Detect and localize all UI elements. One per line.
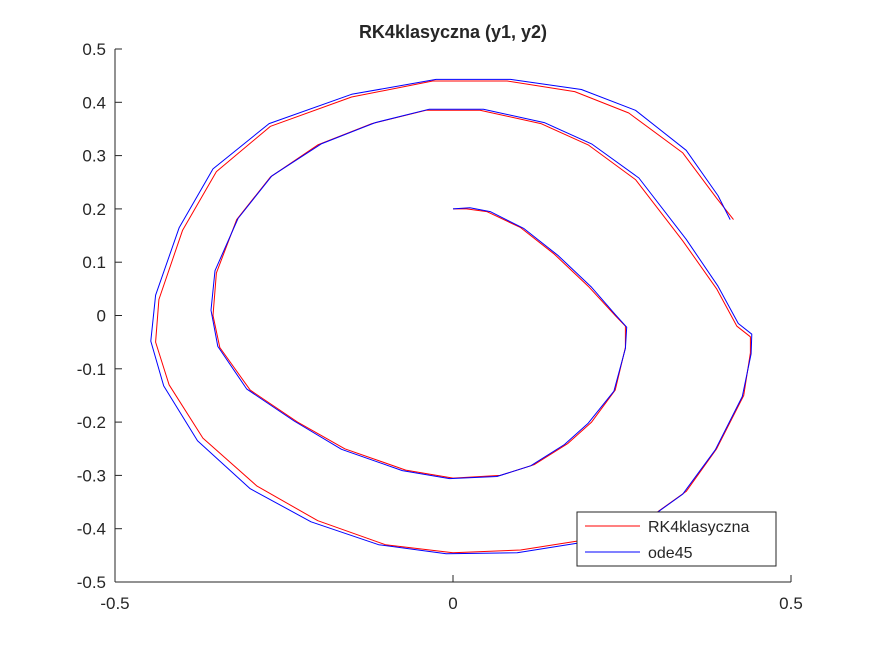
series-layer [150, 78, 753, 555]
legend: RK4klasyczna ode45 [576, 511, 777, 567]
x-tick-label: -0.5 [100, 594, 129, 613]
y-tick-label: 0.1 [82, 253, 106, 272]
y-tick-label: 0.3 [82, 147, 106, 166]
y-tick-label: 0 [97, 307, 106, 326]
y-tick-label: 0.5 [82, 40, 106, 59]
y-tick-label: -0.4 [77, 520, 106, 539]
y-tick-label: -0.1 [77, 360, 106, 379]
legend-label-ode45: ode45 [648, 545, 693, 562]
y-tick-label: -0.3 [77, 466, 106, 485]
y-tick-label: 0.4 [82, 93, 106, 112]
chart-title: RK4klasyczna (y1, y2) [359, 22, 547, 42]
y-tick-label: -0.2 [77, 413, 106, 432]
x-tick-label: 0 [448, 594, 457, 613]
x-tick-label: 0.5 [779, 594, 803, 613]
y-tick-label: 0.2 [82, 200, 106, 219]
series-line-ode45 [150, 78, 753, 555]
y-tick-label: -0.5 [77, 573, 106, 592]
legend-box [576, 511, 777, 567]
axes: -0.5 0 0.5 -0.5 -0.4 -0.3 -0.2 -0.1 0 0.1 0.2 0.3 0.… [77, 40, 803, 613]
plot-area: -0.5 0 0.5 -0.5 -0.4 -0.3 -0.2 -0.1 0 0.1 0.2 0.3 0.… [77, 40, 803, 613]
series-line-rk4klasyczna [155, 80, 751, 554]
legend-label-rk4klasyczna: RK4klasyczna [648, 519, 749, 536]
